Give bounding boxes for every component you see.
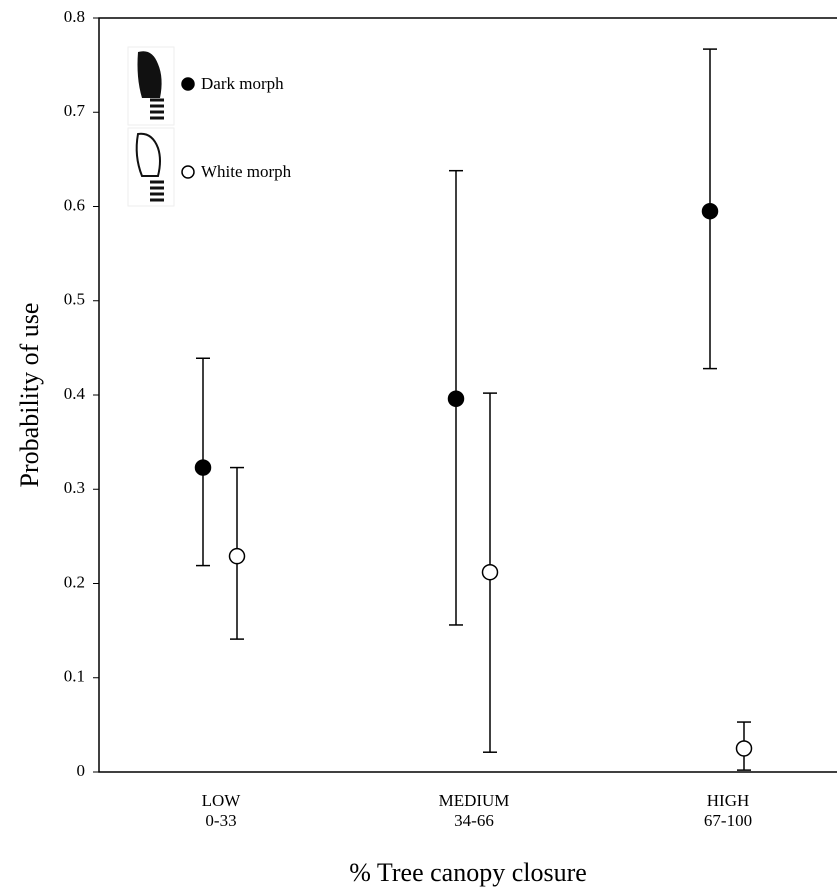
y-tick-label: 0.3 bbox=[64, 478, 85, 497]
white-bird-tail bbox=[150, 180, 164, 202]
white-bird-icon bbox=[135, 132, 161, 177]
y-tick-label: 0.7 bbox=[64, 101, 86, 120]
legend-label: White morph bbox=[201, 162, 292, 181]
x-axis-label: % Tree canopy closure bbox=[349, 858, 587, 887]
y-tick-label: 0.8 bbox=[64, 7, 85, 26]
legend-marker bbox=[181, 165, 195, 179]
point bbox=[735, 740, 753, 757]
y-tick-label: 0.2 bbox=[64, 572, 85, 591]
legend-label: Dark morph bbox=[201, 74, 284, 93]
x-tick-label: 0-33 bbox=[205, 811, 236, 830]
y-axis-label: Probability of use bbox=[15, 303, 44, 488]
point bbox=[481, 563, 499, 581]
x-tick-label: LOW bbox=[202, 791, 242, 810]
x-tick-label: 67-100 bbox=[704, 811, 752, 830]
y-tick-label: 0 bbox=[77, 761, 86, 780]
y-tick-label: 0.5 bbox=[64, 290, 85, 309]
point bbox=[194, 459, 212, 476]
legend-marker bbox=[181, 77, 195, 91]
y-tick-label: 0.1 bbox=[64, 667, 85, 686]
dark-bird-icon bbox=[137, 51, 162, 98]
x-tick-label: MEDIUM bbox=[439, 791, 510, 810]
point bbox=[228, 547, 246, 565]
legend-icons bbox=[127, 46, 175, 207]
y-tick-label: 0.6 bbox=[64, 195, 85, 214]
y-tick-label: 0.4 bbox=[64, 384, 86, 403]
point bbox=[447, 390, 465, 408]
plot-frame bbox=[98, 17, 837, 773]
dark-bird-tail bbox=[150, 98, 164, 120]
x-tick-label: HIGH bbox=[707, 791, 750, 810]
x-tick-label: 34-66 bbox=[454, 811, 494, 830]
point bbox=[701, 202, 719, 220]
